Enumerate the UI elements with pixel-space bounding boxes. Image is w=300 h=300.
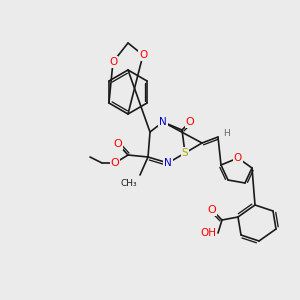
Text: CH₃: CH₃: [120, 179, 137, 188]
Text: O: O: [208, 205, 216, 215]
Text: O: O: [114, 139, 122, 149]
Text: N: N: [159, 117, 167, 127]
Text: O: O: [234, 153, 242, 163]
Text: O: O: [186, 117, 194, 127]
Text: N: N: [164, 158, 172, 168]
Text: S: S: [182, 148, 188, 158]
Text: O: O: [109, 57, 117, 67]
Text: H: H: [223, 128, 230, 137]
Text: OH: OH: [200, 228, 216, 238]
Text: O: O: [111, 158, 119, 168]
Text: O: O: [139, 50, 147, 60]
